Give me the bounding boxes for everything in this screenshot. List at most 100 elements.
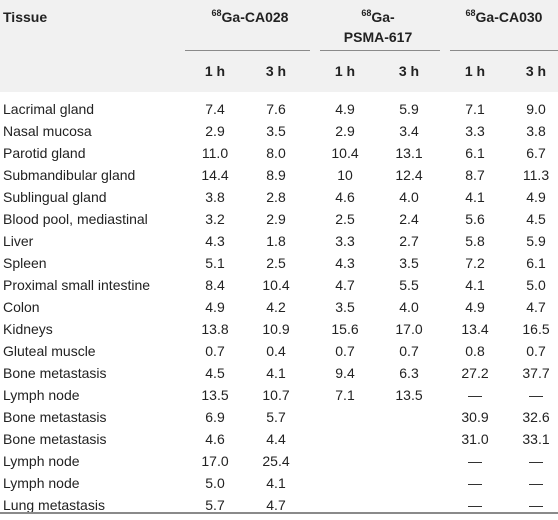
table-row: Lymph node 13.5 10.7 7.1 13.5 — — <box>0 384 558 406</box>
value-cell: 4.9 <box>465 299 485 315</box>
tissue-cell: Parotid gland <box>3 145 86 161</box>
value-cell <box>382 472 436 494</box>
value-cell: 5.7 <box>205 497 225 513</box>
tissue-cell: Sublingual gland <box>3 189 107 205</box>
value-cell: 10.9 <box>262 321 290 337</box>
value-cell: 2.7 <box>399 233 419 249</box>
value-cell: 13.4 <box>461 321 489 337</box>
table-header: Tissue 68Ga-CA028 68Ga- PSMA-617 68Ga-CA… <box>0 0 558 92</box>
table-row: Bone metastasis 6.9 5.7 30.9 32.6 <box>0 406 558 428</box>
value-cell: 17.0 <box>201 453 229 469</box>
value-cell: 4.1 <box>266 365 286 381</box>
value-cell: 4.1 <box>465 277 485 293</box>
group-header-psma617: 68Ga- PSMA-617 <box>343 8 413 46</box>
group-rule-ca030 <box>450 50 558 51</box>
tissue-cell: Spleen <box>3 255 47 271</box>
value-cell: 2.9 <box>335 123 355 139</box>
value-cell: 4.4 <box>266 431 286 447</box>
value-cell: 8.7 <box>465 167 485 183</box>
tissue-cell: Kidneys <box>3 321 53 337</box>
value-cell: — <box>468 475 482 491</box>
value-cell: 4.0 <box>399 189 419 205</box>
value-cell: 4.5 <box>205 365 225 381</box>
table-row: Bone metastasis 4.5 4.1 9.4 6.3 27.2 37.7 <box>0 362 558 384</box>
table-row: Lung metastasis 5.7 4.7 — — <box>0 494 558 516</box>
tissue-cell: Bone metastasis <box>3 365 107 381</box>
value-cell: 4.7 <box>266 497 286 513</box>
value-cell: 0.7 <box>399 343 419 359</box>
value-cell: — <box>529 475 543 491</box>
value-cell: 7.2 <box>465 255 485 271</box>
tissue-cell: Nasal mucosa <box>3 123 92 139</box>
value-cell: 8.4 <box>205 277 225 293</box>
value-cell: 15.6 <box>331 321 359 337</box>
timepoint-header: 1 h <box>204 63 226 79</box>
value-cell: 3.2 <box>205 211 225 227</box>
value-cell: 2.5 <box>335 211 355 227</box>
value-cell: 11.3 <box>522 167 550 183</box>
tissue-cell: Lymph node <box>3 475 80 491</box>
timepoint-header: 3 h <box>398 63 420 79</box>
value-cell: — <box>468 387 482 403</box>
table-row: Colon 4.9 4.2 3.5 4.0 4.9 4.7 <box>0 296 558 318</box>
value-cell: 13.8 <box>201 321 229 337</box>
value-cell: 4.7 <box>335 277 355 293</box>
table-row: Lacrimal gland 7.4 7.6 4.9 5.9 7.1 9.0 <box>0 98 558 120</box>
timepoint-header: 3 h <box>265 63 287 79</box>
table-row: Blood pool, mediastinal 3.2 2.9 2.5 2.4 5.6 4.… <box>0 208 558 230</box>
timepoint-header: 3 h <box>525 63 547 79</box>
value-cell: 10.7 <box>262 387 290 403</box>
value-cell: 3.5 <box>266 123 286 139</box>
tissue-cell: Blood pool, mediastinal <box>3 211 148 227</box>
value-cell: 10.4 <box>331 145 359 161</box>
tissue-cell: Lung metastasis <box>3 497 105 513</box>
value-cell: 8.0 <box>266 145 286 161</box>
value-cell: 5.8 <box>465 233 485 249</box>
value-cell: 4.5 <box>526 211 546 227</box>
value-cell: 8.9 <box>266 167 286 183</box>
table-body: Lacrimal gland 7.4 7.6 4.9 5.9 7.1 9.0 Nasal m… <box>0 92 558 516</box>
value-cell: 7.1 <box>465 101 485 117</box>
table-row: Gluteal muscle 0.7 0.4 0.7 0.7 0.8 0.7 <box>0 340 558 362</box>
value-cell: 5.7 <box>266 409 286 425</box>
value-cell: 9.4 <box>335 365 355 381</box>
table-row: Proximal small intestine 8.4 10.4 4.7 5.5 4.1… <box>0 274 558 296</box>
value-cell: 5.9 <box>399 101 419 117</box>
tissue-cell: Liver <box>3 233 34 249</box>
value-cell: 5.1 <box>205 255 225 271</box>
tissue-cell: Bone metastasis <box>3 431 107 447</box>
value-cell: 16.5 <box>522 321 550 337</box>
timepoint-header: 1 h <box>334 63 356 79</box>
value-cell: 6.7 <box>526 145 546 161</box>
table-row: Kidneys 13.8 10.9 15.6 17.0 13.4 16.5 <box>0 318 558 340</box>
table-row: Sublingual gland 3.8 2.8 4.6 4.0 4.1 4.9 <box>0 186 558 208</box>
value-cell: 5.6 <box>465 211 485 227</box>
value-cell: 4.3 <box>205 233 225 249</box>
table-row: Lymph node 5.0 4.1 — — <box>0 472 558 494</box>
value-cell: 5.0 <box>526 277 546 293</box>
value-cell: 30.9 <box>461 409 489 425</box>
value-cell: 0.7 <box>526 343 546 359</box>
value-cell: 3.3 <box>465 123 485 139</box>
value-cell: 12.4 <box>395 167 423 183</box>
value-cell: 5.5 <box>399 277 419 293</box>
value-cell <box>318 472 372 494</box>
value-cell: 6.9 <box>205 409 225 425</box>
value-cell: 3.5 <box>335 299 355 315</box>
value-cell: 33.1 <box>522 431 550 447</box>
value-cell: 31.0 <box>461 431 489 447</box>
value-cell: 14.4 <box>201 167 229 183</box>
value-cell: 4.7 <box>526 299 546 315</box>
value-cell: 37.7 <box>522 365 550 381</box>
value-cell: 17.0 <box>395 321 423 337</box>
value-cell: 4.3 <box>335 255 355 271</box>
value-cell <box>382 450 436 472</box>
value-cell: 2.4 <box>399 211 419 227</box>
tissue-cell: Proximal small intestine <box>3 277 151 293</box>
value-cell: — <box>468 453 482 469</box>
tissue-cell: Lymph node <box>3 453 80 469</box>
tissue-cell: Lacrimal gland <box>3 101 95 117</box>
value-cell: 13.5 <box>201 387 229 403</box>
value-cell: 6.1 <box>465 145 485 161</box>
timepoint-header: 1 h <box>464 63 486 79</box>
